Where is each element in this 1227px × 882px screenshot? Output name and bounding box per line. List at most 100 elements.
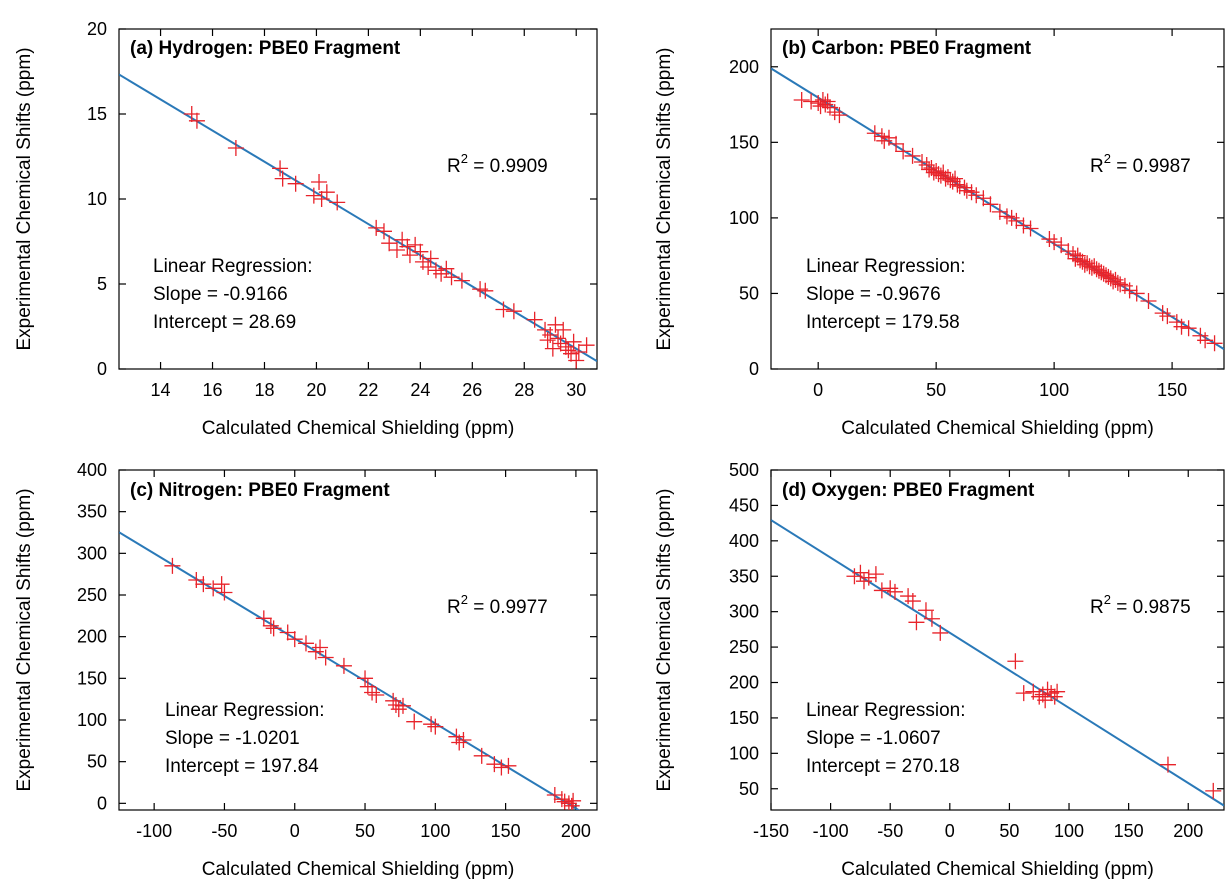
y-tick-label: 15	[87, 104, 107, 124]
x-tick-label: 22	[358, 380, 378, 400]
data-point	[495, 301, 512, 318]
data-point	[453, 272, 470, 289]
x-tick-label: -100	[136, 821, 172, 841]
data-point	[1053, 237, 1070, 254]
data-point	[991, 203, 1008, 220]
data-point	[888, 135, 905, 152]
data-point	[357, 670, 374, 687]
regression-line	[771, 519, 1224, 807]
panel-title: (b) Carbon: PBE0 Fragment	[782, 38, 1032, 59]
y-axis-title: Experimental Chemical Shifts (ppm)	[654, 488, 675, 791]
plot-frame	[118, 469, 598, 811]
data-point	[1015, 217, 1032, 234]
data-point	[443, 269, 460, 286]
data-point	[205, 580, 222, 597]
y-tick-label: 450	[729, 495, 759, 515]
data-point	[949, 176, 966, 193]
y-tick-label: 200	[77, 627, 107, 647]
x-tick-label: 100	[1039, 380, 1069, 400]
data-point	[578, 337, 595, 354]
data-point	[195, 576, 212, 593]
regression-text-line: Linear Regression:	[806, 700, 965, 721]
data-point	[975, 190, 992, 207]
panel-title: (d) Oxygen: PBE0 Fragment	[782, 480, 1035, 501]
data-point	[401, 247, 418, 264]
x-tick-label: 150	[1157, 380, 1187, 400]
data-point	[570, 344, 587, 360]
y-tick-label: 200	[729, 673, 759, 693]
regression-text-line: Slope = -0.9676	[806, 284, 941, 305]
panel-title: (c) Nitrogen: PBE0 Fragment	[130, 480, 390, 501]
chart-panel-3: -150 -100 -50 0 50 100 150 200 50 100 150 200 250 300…	[654, 460, 1225, 880]
data-point	[368, 219, 385, 236]
data-point	[1197, 332, 1214, 349]
y-tick-label: 200	[729, 57, 759, 77]
data-point	[867, 566, 884, 583]
regression-text-line: Linear Regression:	[153, 256, 312, 277]
x-tick-label: 50	[999, 821, 1019, 841]
data-point	[312, 639, 329, 656]
data-point	[880, 129, 897, 146]
data-point	[908, 614, 925, 631]
data-point	[904, 593, 921, 610]
x-axis-title: Calculated Chemical Shielding (ppm)	[841, 418, 1154, 439]
data-point	[568, 352, 585, 369]
data-point	[819, 93, 836, 110]
data-point	[904, 147, 921, 164]
y-tick-label: 100	[729, 208, 759, 228]
x-tick-label: 0	[813, 380, 823, 400]
data-point	[317, 649, 334, 666]
data-point	[803, 93, 820, 110]
data-point	[394, 697, 411, 714]
chart-panel-1: 0 50 100 150 0 50 100 150 200 (b) Carbon: PBE0 Fr…	[654, 28, 1225, 439]
r-squared-label: R2 = 0.9977	[447, 592, 548, 618]
x-tick-label: -100	[813, 821, 849, 841]
data-point	[873, 128, 890, 145]
data-point	[555, 321, 572, 338]
data-point	[387, 697, 404, 713]
data-point	[1173, 318, 1190, 335]
data-point	[1128, 285, 1145, 302]
data-point	[335, 657, 352, 674]
data-point	[368, 687, 385, 703]
data-point	[493, 759, 510, 776]
r-squared-value: = 0.9987	[1111, 156, 1191, 177]
regression-text-line: Intercept = 270.18	[806, 756, 960, 777]
y-tick-label: 350	[77, 502, 107, 522]
r-squared-value: = 0.9977	[468, 597, 548, 618]
y-tick-label: 300	[729, 602, 759, 622]
y-tick-label: 5	[97, 274, 107, 294]
data-point	[1015, 685, 1032, 702]
data-point	[526, 311, 543, 328]
chart-panel-2: -100 -50 0 50 100 150 200 0 50 100 150 200 250 300 350…	[14, 460, 598, 880]
regression-text-line: Intercept = 179.58	[806, 312, 960, 333]
data-point	[895, 143, 912, 160]
x-tick-label: 24	[410, 380, 430, 400]
data-point	[1121, 282, 1138, 299]
x-tick-label: 18	[254, 380, 274, 400]
data-point	[329, 194, 346, 211]
r-squared-superscript: 2	[461, 151, 468, 166]
y-tick-label: 50	[739, 779, 759, 799]
y-tick-label: 500	[729, 460, 759, 480]
r-squared-superscript: 2	[1104, 151, 1111, 166]
data-point	[956, 179, 973, 196]
data-point	[553, 791, 570, 808]
x-tick-label: 200	[561, 821, 591, 841]
data-point	[412, 243, 429, 260]
x-tick-label: 0	[290, 821, 300, 841]
x-tick-label: 26	[462, 380, 482, 400]
x-tick-label: 30	[566, 380, 586, 400]
data-point	[556, 793, 573, 810]
data-point	[1046, 234, 1063, 251]
data-point	[882, 580, 899, 597]
x-tick-label: -50	[211, 821, 237, 841]
r-squared-superscript: 2	[1104, 592, 1111, 607]
x-tick-label: 100	[1054, 821, 1084, 841]
x-tick-label: 150	[1114, 821, 1144, 841]
data-point	[1159, 308, 1176, 325]
r-squared-label: R2 = 0.9987	[1090, 151, 1191, 177]
data-point	[505, 303, 522, 320]
data-point	[427, 718, 444, 735]
